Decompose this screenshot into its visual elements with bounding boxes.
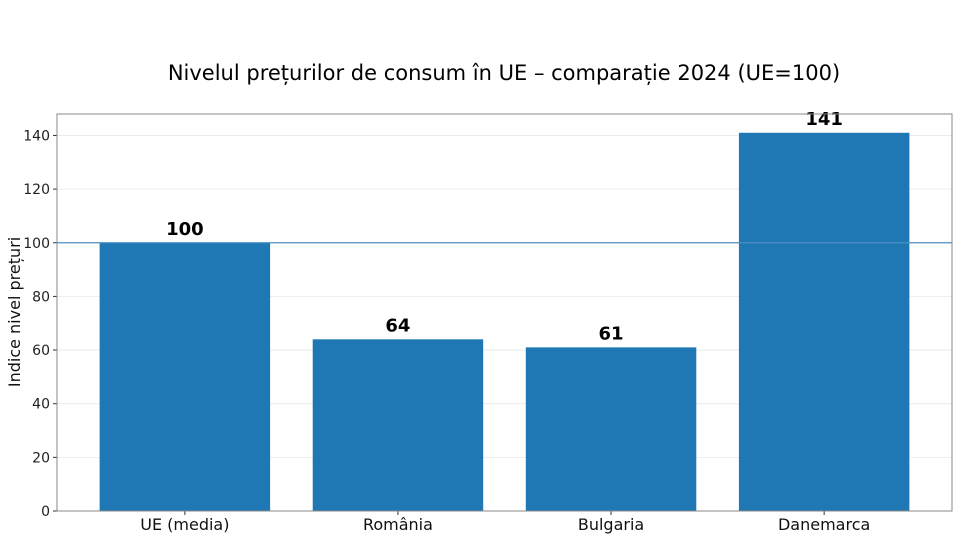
y-tick-label: 0	[41, 504, 50, 520]
data-label: 61	[599, 323, 624, 344]
x-tick-label: UE (media)	[140, 515, 229, 534]
data-label: 64	[385, 315, 410, 336]
x-tick-label: Danemarca	[778, 515, 870, 534]
y-axis-label: Indice nivel prețuri	[5, 237, 24, 387]
y-tick-label: 20	[32, 450, 50, 466]
chart-title: Nivelul prețurilor de consum în UE – com…	[168, 61, 840, 85]
bar	[525, 347, 697, 511]
y-tick-label: 140	[23, 128, 50, 144]
y-axis-ticks: 0 20 40 60 80 100 120 140	[23, 128, 57, 520]
data-label: 141	[805, 109, 843, 130]
bar	[738, 132, 910, 511]
y-tick-label: 60	[32, 343, 50, 359]
y-tick-label: 120	[23, 182, 50, 198]
data-label: 100	[166, 219, 204, 240]
x-tick-label: România	[363, 515, 433, 534]
x-tick-label: Bulgaria	[578, 515, 644, 534]
x-axis-ticks: UE (media) România Bulgaria Danemarca	[140, 511, 870, 534]
bars	[99, 132, 910, 511]
plot-frame	[56, 113, 953, 512]
bar	[312, 339, 484, 511]
y-tick-label: 40	[32, 397, 50, 413]
y-tick-label: 80	[32, 289, 50, 305]
y-tick-label: 100	[23, 236, 50, 252]
bar	[99, 242, 271, 511]
